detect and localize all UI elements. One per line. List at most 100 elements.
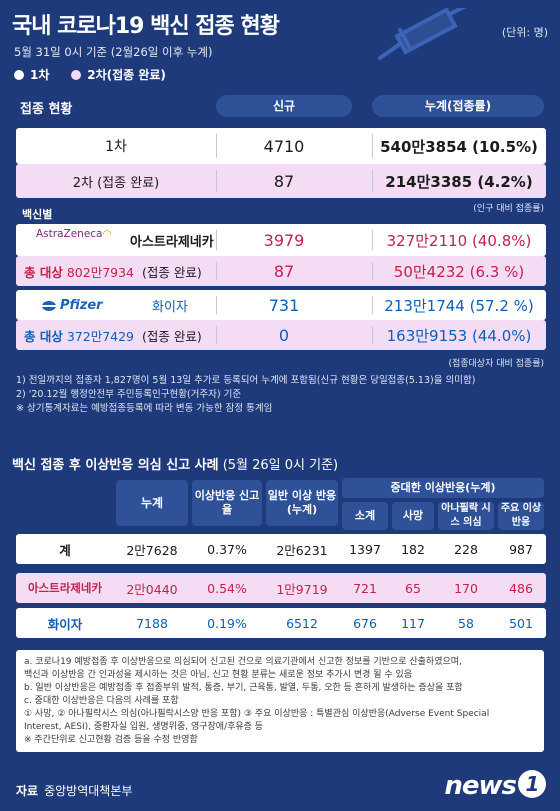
col-total-header: 누계(접종률) xyxy=(372,95,544,117)
row-new: 4710 xyxy=(263,136,305,156)
row-major: 501 xyxy=(509,615,533,631)
pfizer-row: 화이자 7188 0.19% 6512 676 117 58 501 xyxy=(16,608,546,638)
footnotes: 1) 전일까지의 접종자 1,827명이 5월 13일 추가로 등록되어 누계에… xyxy=(16,374,475,416)
header-death: 사망 xyxy=(392,502,434,530)
page-title: 국내 코로나19 백신 접종 현황 xyxy=(12,14,280,39)
section2-title: 백신 접종 후 이상반응 의심 신고 사례 (5월 26일 0시 기준) xyxy=(12,458,339,473)
row-subtotal: 676 xyxy=(353,615,377,631)
subtitle: 5월 31일 0시 기준 (2월26일 이후 누계) xyxy=(14,45,213,59)
divider xyxy=(372,170,373,192)
divider xyxy=(216,170,217,192)
az-total1: 327만2110 (40.8%) xyxy=(386,231,532,250)
population-note: (인구 대비 접종률) xyxy=(473,204,544,214)
row-total: 2만7628 xyxy=(126,542,178,558)
row-name: 아스트라제네카 xyxy=(27,581,103,595)
az-new2: 87 xyxy=(273,261,295,281)
pfizer-mark-icon xyxy=(42,301,56,311)
row-name: 1차 xyxy=(105,139,127,155)
legend-label: 2차(접종 완료) xyxy=(87,68,166,82)
divider xyxy=(216,134,217,158)
legend-item-second: 2차(접종 완료) xyxy=(71,66,166,83)
header-general: 일반 이상 반응(누계) xyxy=(266,480,338,526)
header-serious: 중대한 이상반응(누계) xyxy=(342,478,544,498)
divider xyxy=(216,296,217,314)
row-total: 540만3854 (10.5%) xyxy=(380,137,538,156)
az-total2: 50만4232 (6.3 %) xyxy=(393,262,525,281)
note-line: c. 중대한 이상반응은 다음의 사례를 포함 xyxy=(24,696,179,706)
az-name: 아스트라제네카 xyxy=(130,234,214,250)
dose1-row: 1차 4710 540만3854 (10.5%) xyxy=(16,128,546,164)
unit-label: (단위: 명) xyxy=(501,26,548,39)
header-subtotal: 소계 xyxy=(342,502,388,530)
col-new-header: 신규 xyxy=(216,95,352,117)
divider xyxy=(216,262,217,280)
row-general: 2만6231 xyxy=(276,542,328,558)
news1-logo: news 1 xyxy=(444,770,546,801)
pfizer-dose1-row: Pfizer 화이자 731 213만1744 (57.2 %) xyxy=(16,290,546,320)
dose2-row: 2차 (접종 완료) 87 214만3385 (4.2%) xyxy=(16,164,546,198)
row-rate: 0.37% xyxy=(207,541,247,557)
target-note: (접종대상자 대비 접종률) xyxy=(448,359,544,369)
pfizer-dose2-row: 총 대상 372만7429 (접종 완료) 0 163만9153 (44.0%) xyxy=(16,320,546,350)
divider xyxy=(216,230,217,250)
footnote: 2) '20.12월 행정안전부 주민등록인구현황(거주자) 기준 xyxy=(16,389,242,400)
legend-label: 1차 xyxy=(30,68,50,82)
row-death: 65 xyxy=(405,580,421,596)
note-line: b. 일반 이상반응은 예방접종 후 접종부위 발적, 통증, 부기, 근육통,… xyxy=(24,683,463,693)
divider xyxy=(372,296,373,314)
divider xyxy=(372,326,373,344)
pfizer-new2: 0 xyxy=(278,325,290,345)
az-target: 총 대상 802만7934 (접종 완료) xyxy=(24,264,202,280)
row-death: 117 xyxy=(401,615,425,631)
note-line: ※ 주간단위로 신고현황 검증 등을 수정 반영함 xyxy=(24,735,198,745)
pfizer-total1: 213만1744 (57.2 %) xyxy=(384,296,534,315)
row-name: 2차 (접종 완료) xyxy=(72,175,160,191)
divider xyxy=(216,326,217,344)
row-rate: 0.19% xyxy=(207,615,247,631)
row-total: 7188 xyxy=(136,615,168,631)
row-major: 486 xyxy=(509,580,533,596)
row-subtotal: 1397 xyxy=(349,541,381,557)
row-total: 2만0440 xyxy=(126,581,178,597)
az-dose1-row: AstraZeneca◠ 아스트라제네카 3979 327만2110 (40.8… xyxy=(16,224,546,256)
pfizer-new1: 731 xyxy=(268,295,300,315)
pfizer-logo: Pfizer xyxy=(60,298,103,313)
row-anaphylaxis: 170 xyxy=(454,580,478,596)
note-line: 백신과 이상반응 간 인과성을 제시하는 것은 아님, 신고 현황 분류는 새로… xyxy=(24,670,413,680)
footnote: ※ 상기통계자료는 예방접종등록에 따라 변동 가능한 잠정 통계임 xyxy=(16,403,273,414)
az-new1: 3979 xyxy=(263,230,305,250)
row-subtotal: 721 xyxy=(353,580,377,596)
total-row: 계 2만7628 0.37% 2만6231 1397 182 228 987 xyxy=(16,534,546,564)
row-total: 214만3385 (4.2%) xyxy=(385,172,533,191)
az-row: 아스트라제네카 2만0440 0.54% 1만9719 721 65 170 4… xyxy=(16,573,546,603)
row-name: 계 xyxy=(59,542,71,558)
note-line: ① 사망, ② 아나필락시스 의심(아나필락시스양 반응 포함) ③ 주요 이상… xyxy=(24,709,490,719)
row-new: 87 xyxy=(273,171,295,191)
pfizer-target: 총 대상 372만7429 (접종 완료) xyxy=(24,328,202,344)
row-major: 987 xyxy=(509,541,533,557)
row-name: 화이자 xyxy=(47,616,83,632)
row-anaphylaxis: 228 xyxy=(454,541,478,557)
pfizer-name: 화이자 xyxy=(152,299,188,315)
footnote: 1) 전일까지의 접종자 1,827명이 5월 13일 추가로 등록되어 누계에… xyxy=(16,375,476,386)
row-general: 1만9719 xyxy=(276,581,328,597)
legend-item-first: 1차 xyxy=(14,66,49,83)
note-line: Interest, AESI), 중환자실 입원, 생명위중, 영구장애/후유증… xyxy=(24,722,264,732)
divider xyxy=(372,134,373,158)
syringe-icon xyxy=(378,8,467,60)
row-death: 182 xyxy=(401,541,425,557)
legend-swatch xyxy=(71,70,82,80)
divider xyxy=(372,262,373,280)
row-rate: 0.54% xyxy=(207,580,247,596)
header-rate: 이상반응 신고율 xyxy=(192,480,262,526)
header-anaphylaxis: 아나필락 시스 의심 xyxy=(438,502,494,530)
divider xyxy=(372,230,373,250)
vaccine-label: 백신별 xyxy=(22,208,53,221)
note-line: a. 코로나19 예방접종 후 이상반응으로 의심되어 신고된 건으로 의료기관… xyxy=(24,657,462,667)
legend: 1차 2차(접종 완료) xyxy=(14,66,184,83)
header-total: 누계 xyxy=(116,480,188,526)
row-anaphylaxis: 58 xyxy=(458,615,474,631)
section1-label: 접종 현황 xyxy=(20,102,73,117)
notes-box: a. 코로나19 예방접종 후 이상반응으로 의심되어 신고된 건으로 의료기관… xyxy=(16,650,544,752)
